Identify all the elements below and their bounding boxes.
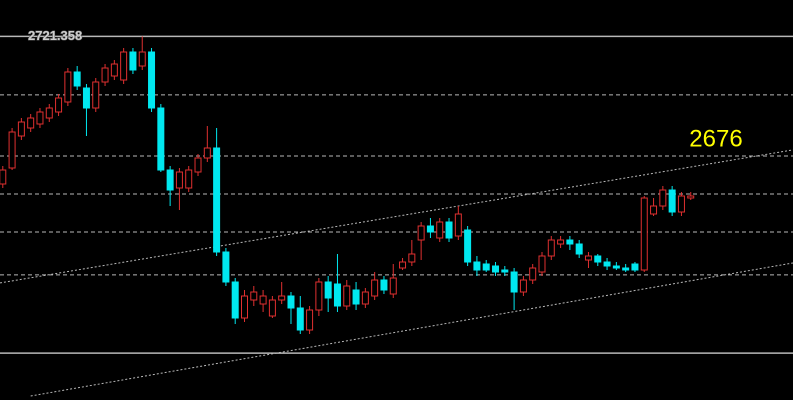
candle-body — [557, 239, 565, 245]
candle-body — [82, 87, 90, 109]
candle-body — [241, 295, 249, 319]
candle-body — [73, 71, 81, 87]
trend-line — [30, 262, 793, 397]
candle-body — [584, 255, 592, 261]
candle-body — [668, 189, 676, 213]
candle-body — [287, 295, 295, 309]
candle-body — [110, 63, 118, 77]
candle-body — [129, 51, 137, 71]
candle-body — [306, 309, 314, 331]
candle-body — [361, 291, 369, 305]
candle-body — [333, 283, 341, 307]
candle-body — [399, 261, 407, 269]
candle-body — [157, 107, 165, 171]
candle-body — [64, 71, 72, 103]
candle-body — [640, 197, 648, 271]
candle-body — [445, 221, 453, 239]
candle-body — [436, 221, 444, 239]
candle-body — [259, 295, 267, 305]
annotation: 2676 — [689, 125, 742, 152]
candle-body — [380, 279, 388, 291]
candle-body — [594, 255, 602, 263]
candle-body — [250, 291, 258, 301]
candle-body — [687, 195, 695, 199]
candle-body — [278, 295, 286, 301]
candle-body — [315, 281, 323, 311]
candle-body — [101, 67, 109, 83]
candle-body — [166, 169, 174, 191]
candle-body — [501, 269, 509, 273]
candle-body — [92, 81, 100, 109]
candle-body — [343, 285, 351, 307]
y-tick-label: 2721.358 — [28, 28, 82, 43]
candle-body — [454, 213, 462, 237]
candle-body — [36, 111, 44, 125]
candle-body — [482, 263, 490, 271]
candle-body — [203, 147, 211, 159]
candle-body — [547, 239, 555, 257]
candle-body — [492, 265, 500, 273]
candle-body — [538, 255, 546, 273]
candle-body — [426, 225, 434, 233]
candle-body — [371, 279, 379, 297]
candle-body — [27, 117, 35, 129]
candle-body — [566, 239, 574, 245]
candle-body — [8, 131, 16, 169]
candle-body — [519, 279, 527, 293]
candle-body — [138, 51, 146, 67]
candle-body — [45, 107, 53, 119]
candle-body — [296, 307, 304, 331]
candle-body — [612, 265, 620, 269]
candle-body — [194, 157, 202, 173]
candle-body — [575, 243, 583, 255]
candle-body — [473, 261, 481, 271]
candle-body — [464, 229, 472, 263]
candle-body — [659, 189, 667, 207]
candle-body — [677, 195, 685, 213]
candle-body — [650, 205, 658, 215]
candle-body — [389, 277, 397, 295]
candle-body — [631, 263, 639, 271]
candle-body — [231, 281, 239, 319]
candle-body — [510, 271, 518, 293]
candle-body — [222, 251, 230, 283]
candle-body — [417, 225, 425, 241]
candle-body — [324, 281, 332, 299]
candle-body — [175, 171, 183, 189]
candle-body — [529, 267, 537, 281]
candle-body — [185, 169, 193, 189]
candle-body — [17, 121, 25, 137]
candle-body — [213, 147, 221, 253]
candle-body — [622, 267, 630, 271]
candle-body — [120, 51, 128, 81]
candle-body — [148, 51, 156, 109]
candle-body — [352, 289, 360, 305]
candle-body — [55, 97, 63, 113]
candle-body — [603, 261, 611, 267]
candle-body — [0, 169, 7, 185]
candle-body — [408, 253, 416, 263]
candle-body — [268, 299, 276, 317]
